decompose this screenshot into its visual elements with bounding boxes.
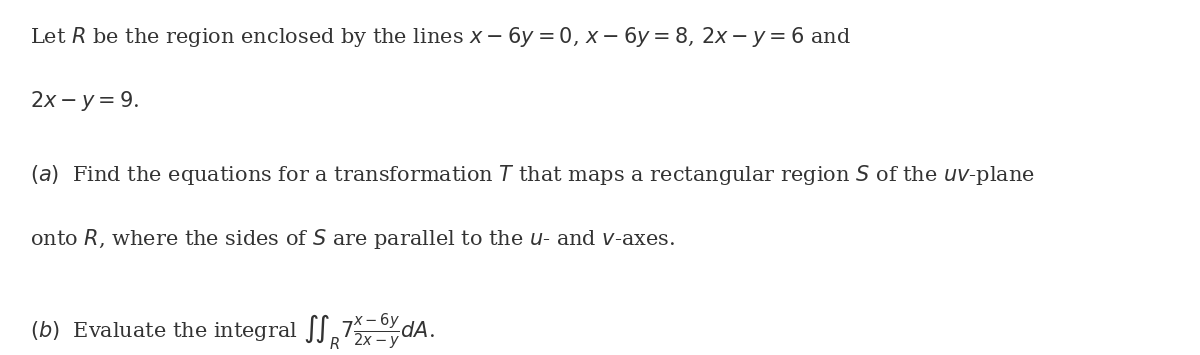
Text: Let $R$ be the region enclosed by the lines $x - 6y = 0$, $x - 6y = 8$, $2x - y : Let $R$ be the region enclosed by the li… <box>30 25 851 49</box>
Text: onto $R$, where the sides of $S$ are parallel to the $u$- and $v$-axes.: onto $R$, where the sides of $S$ are par… <box>30 227 676 251</box>
Text: $2x - y = 9$.: $2x - y = 9$. <box>30 89 139 113</box>
Text: $(b)$  Evaluate the integral $\int\!\int_R 7\frac{x-6y}{2x-y}dA$.: $(b)$ Evaluate the integral $\int\!\int_… <box>30 312 434 354</box>
Text: $(a)$  Find the equations for a transformation $T$ that maps a rectangular regio: $(a)$ Find the equations for a transform… <box>30 163 1036 187</box>
